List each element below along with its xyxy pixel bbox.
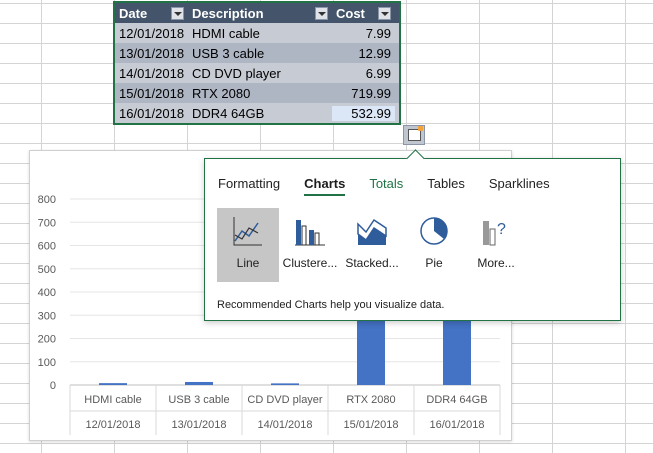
svg-text:?: ? [497,221,506,238]
tab-tables[interactable]: Tables [427,176,465,191]
y-tick-label: 400 [38,287,56,299]
cell-date[interactable]: 15/01/2018 [119,85,185,101]
pie-chart-option[interactable]: Pie [403,208,465,282]
cell-cost[interactable]: 532.99 [332,105,395,121]
y-tick-label: 500 [38,264,56,276]
quick-analysis-button[interactable] [403,125,425,145]
cell-date[interactable]: 13/01/2018 [119,45,185,61]
clustered-column-label: Clustere... [282,256,338,270]
bar [99,383,127,385]
pie-chart-icon [420,217,448,245]
y-tick-label: 0 [50,380,56,392]
y-tick-label: 700 [38,217,56,229]
table-row[interactable]: 12/01/2018 HDMI cable 7.99 [115,23,399,43]
pie-chart-label: Pie [425,256,443,270]
x-tick-label: CD DVD player [247,394,323,406]
table-row[interactable]: 14/01/2018 CD DVD player 6.99 [115,63,399,83]
table-header-row: Date Description Cost [115,3,399,23]
more-charts-label: More... [477,256,515,270]
x-subtick-label: 16/01/2018 [429,419,484,431]
cell-date[interactable]: 14/01/2018 [119,65,185,81]
clustered-column-option[interactable]: Clustere... [279,208,341,282]
line-chart-option[interactable]: Line [217,208,279,282]
stacked-area-option[interactable]: Stacked... [341,208,403,282]
table-row[interactable]: 13/01/2018 USB 3 cable 12.99 [115,43,399,63]
stacked-area-label: Stacked... [345,256,399,270]
x-tick-label: DDR4 64GB [426,394,487,406]
clustered-column-icon [295,220,325,246]
quick-analysis-tabs: Formatting Charts Totals Tables Sparklin… [218,176,574,196]
chart-options: Line Clustere... Stacked... P [217,208,527,282]
cell-cost[interactable]: 719.99 [351,85,391,101]
x-subtick-label: 15/01/2018 [343,419,398,431]
stacked-area-icon [357,218,387,245]
cell-description[interactable]: RTX 2080 [192,85,251,101]
cell-description[interactable]: CD DVD player [192,65,281,81]
cell-cost[interactable]: 12.99 [358,45,391,61]
line-chart-label: Line [236,256,260,270]
cell-description[interactable]: USB 3 cable [192,45,265,61]
cell-date[interactable]: 16/01/2018 [119,105,185,121]
header-description-label: Description [192,5,264,21]
x-subtick-label: 12/01/2018 [85,419,140,431]
more-charts-option[interactable]: ? More... [465,208,527,282]
filter-dropdown-icon[interactable] [378,6,391,20]
tab-charts[interactable]: Charts [304,176,346,196]
tab-sparklines[interactable]: Sparklines [488,176,550,191]
recommended-charts-hint: Recommended Charts help you visualize da… [217,299,445,311]
tab-totals[interactable]: Totals [369,176,404,191]
y-tick-label: 100 [38,357,56,369]
filter-dropdown-icon[interactable] [171,6,184,20]
y-tick-label: 600 [38,241,56,253]
table-row[interactable]: 16/01/2018 DDR4 64GB 532.99 [115,103,399,123]
tab-formatting[interactable]: Formatting [218,176,281,191]
cell-date[interactable]: 12/01/2018 [119,25,185,41]
x-tick-label: HDMI cable [84,394,141,406]
data-table[interactable]: Date Description Cost 12/01/2018 HDMI ca… [113,1,401,125]
header-date[interactable]: Date [115,6,188,21]
more-charts-icon: ? [483,221,506,246]
bar [271,383,299,385]
cell-cost[interactable]: 7.99 [365,25,391,41]
y-tick-label: 300 [38,310,56,322]
cell-description[interactable]: DDR4 64GB [192,105,265,121]
filter-dropdown-icon[interactable] [315,6,328,20]
header-cost-label: Cost [336,5,365,21]
x-subtick-label: 14/01/2018 [257,419,312,431]
line-chart-icon [233,217,262,246]
header-date-label: Date [119,5,148,21]
cell-cost[interactable]: 6.99 [365,65,391,81]
x-subtick-label: 13/01/2018 [171,419,226,431]
cell-description[interactable]: HDMI cable [192,25,260,41]
y-tick-label: 200 [38,334,56,346]
quick-analysis-popup: Formatting Charts Totals Tables Sparklin… [204,158,621,321]
header-cost[interactable]: Cost [332,6,395,21]
bar [185,381,213,385]
header-description[interactable]: Description [188,6,332,21]
quick-analysis-icon [407,126,423,141]
table-row[interactable]: 15/01/2018 RTX 2080 719.99 [115,83,399,103]
x-tick-label: RTX 2080 [346,394,395,406]
x-tick-label: USB 3 cable [168,394,229,406]
y-tick-label: 800 [38,194,56,206]
